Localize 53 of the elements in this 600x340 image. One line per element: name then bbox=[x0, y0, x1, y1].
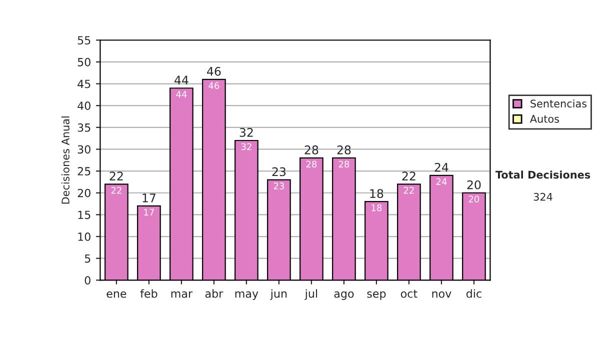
data-label: 32 bbox=[241, 143, 252, 150]
y-tick-label: 25 bbox=[78, 167, 90, 176]
total-label: 44 bbox=[174, 76, 188, 84]
legend-label: Sentencias bbox=[530, 99, 587, 108]
y-tick-label: 35 bbox=[78, 123, 90, 132]
y-tick-label: 55 bbox=[78, 36, 90, 44]
x-tick-label: sep bbox=[367, 291, 386, 300]
y-tick-label: 0 bbox=[84, 276, 90, 285]
y-axis-title: Decisiones Anual bbox=[61, 116, 70, 204]
data-label: 18 bbox=[372, 204, 382, 212]
data-label: 22 bbox=[404, 186, 414, 194]
total-label: 32 bbox=[240, 128, 253, 137]
data-label: 44 bbox=[176, 91, 187, 98]
y-tick-label: 40 bbox=[78, 102, 90, 110]
y-tick-label: 50 bbox=[78, 58, 90, 66]
text: 324 bbox=[534, 192, 552, 201]
data-label: 28 bbox=[306, 160, 317, 168]
data-label: 46 bbox=[208, 82, 220, 90]
total-label: 20 bbox=[467, 180, 481, 190]
x-tick-label: oct bbox=[400, 290, 418, 298]
data-label: 17 bbox=[144, 208, 154, 216]
total-label: 22 bbox=[110, 172, 123, 180]
x-tick-label: jun bbox=[270, 289, 287, 300]
data-label: 23 bbox=[274, 182, 284, 190]
data-label: 24 bbox=[436, 178, 447, 185]
total-label: 17 bbox=[142, 194, 156, 202]
y-tick-label: 45 bbox=[78, 80, 90, 88]
x-tick-label: feb bbox=[140, 289, 158, 298]
total-label: 23 bbox=[272, 167, 286, 176]
data-label: 28 bbox=[338, 160, 350, 168]
x-tick-label: ene bbox=[106, 291, 126, 298]
text: Total Decisiones bbox=[495, 170, 590, 179]
total-label: 22 bbox=[402, 172, 416, 180]
y-tick-label: 30 bbox=[78, 145, 90, 154]
x-tick-label: ago bbox=[334, 291, 354, 300]
total-label: 28 bbox=[337, 145, 351, 154]
y-tick-label: 5 bbox=[84, 254, 90, 263]
total-label: 24 bbox=[434, 162, 448, 172]
x-tick-label: mar bbox=[171, 291, 193, 298]
y-tick-label: 10 bbox=[78, 232, 90, 241]
x-tick-label: nov bbox=[432, 291, 452, 298]
y-tick-label: 15 bbox=[78, 210, 90, 220]
legend-label: Autos bbox=[530, 115, 559, 123]
data-label: 20 bbox=[468, 196, 480, 202]
x-tick-label: jul bbox=[304, 289, 318, 300]
total-label: 18 bbox=[370, 189, 384, 198]
x-tick-label: dic bbox=[466, 289, 482, 298]
x-tick-label: abr bbox=[205, 289, 224, 298]
total-label: 46 bbox=[207, 66, 221, 76]
total-label: 28 bbox=[304, 145, 318, 154]
data-label: 22 bbox=[111, 186, 122, 194]
x-tick-label: may bbox=[235, 291, 258, 300]
y-tick-label: 20 bbox=[78, 188, 90, 198]
